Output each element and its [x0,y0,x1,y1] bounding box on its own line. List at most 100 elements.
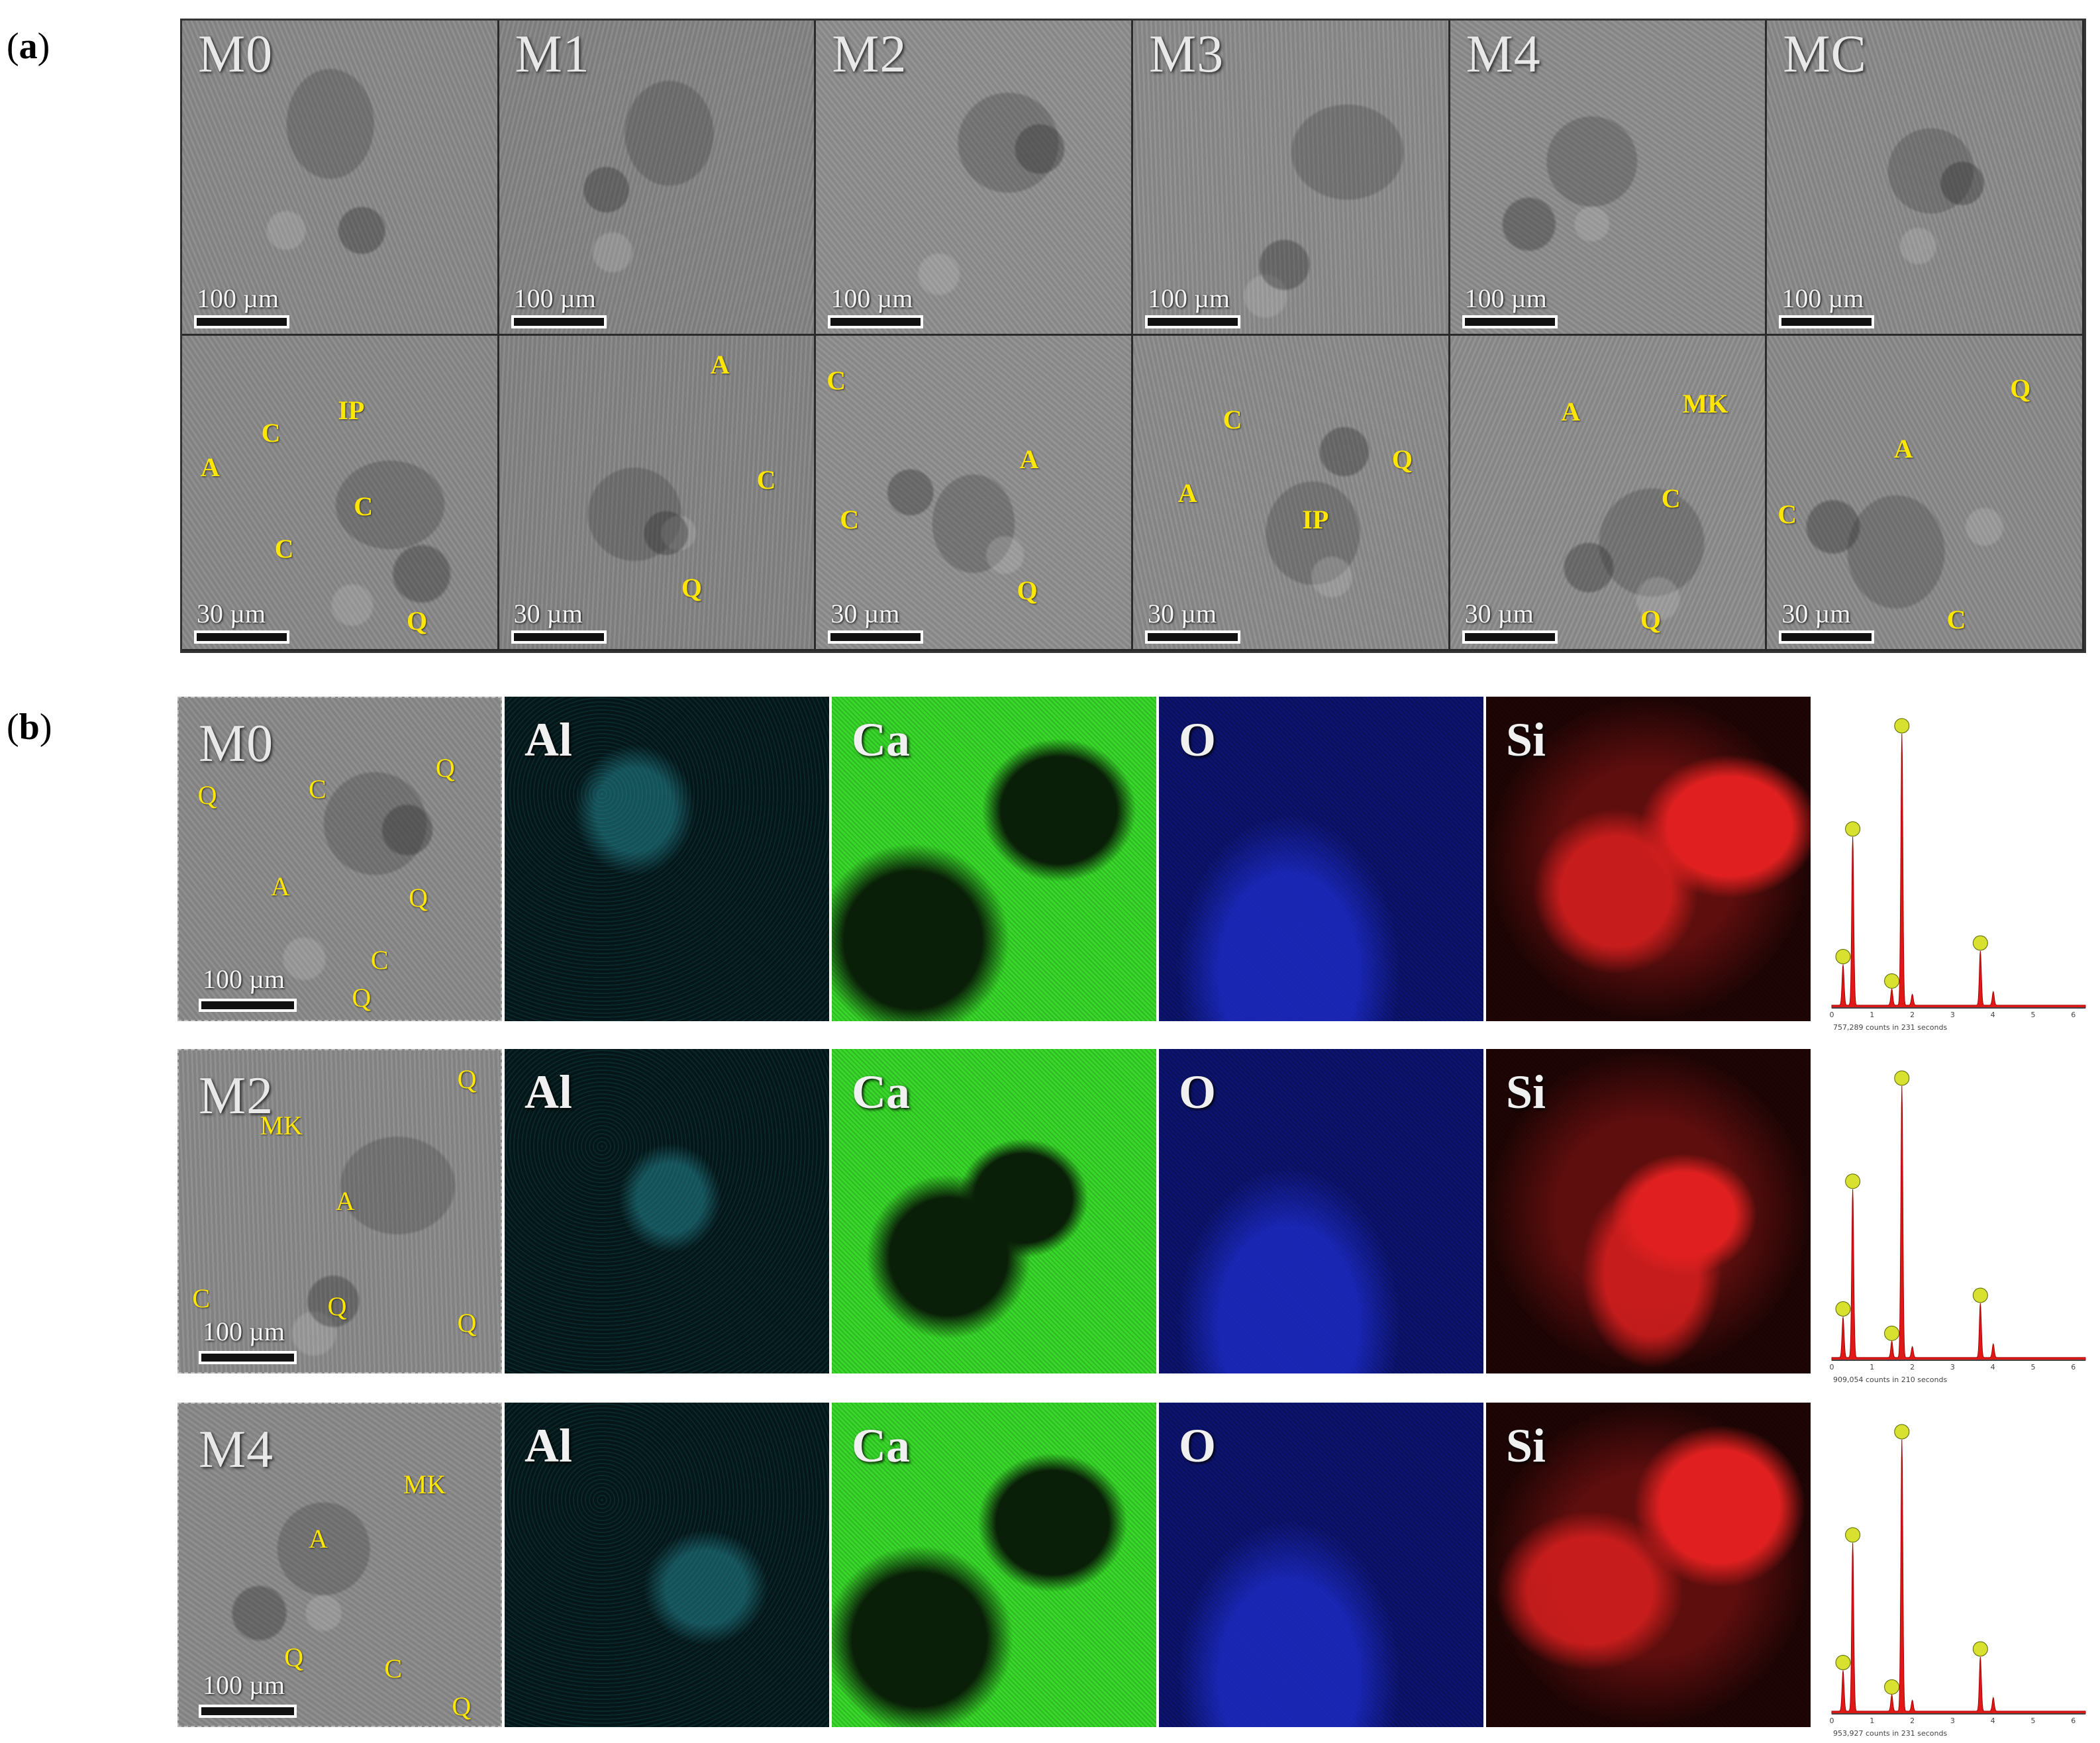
phase-label: C [274,533,294,564]
sample-title: M2 [199,1067,274,1125]
sample-title: MC [1783,25,1867,83]
spectrum-curve [1831,1439,2086,1715]
element-map-ca: Ca [832,697,1156,1021]
sample-title: M4 [1466,25,1541,83]
phase-label: C [840,504,860,534]
phase-label: A [309,1523,328,1554]
element-label: Ca [852,1066,910,1119]
spectrum-tick-label: 0 [1830,1717,1834,1725]
spectrum-tick-label: 1 [1870,1717,1874,1725]
sample-title: M3 [1149,25,1225,83]
phase-label: Q [1391,444,1413,474]
sem-image-detail: 30 µm A MK C Q [1450,336,1768,651]
scale-bar-label: 100 µm [830,283,913,313]
sample-title: M2 [832,25,907,83]
scale-bar [1779,315,1875,328]
scale-bar [1145,630,1240,644]
element-label: Al [525,713,572,766]
phase-label: C [261,417,281,448]
phase-label: MK [1682,389,1728,419]
phase-label: C [1661,483,1681,514]
scale-bar [194,630,289,644]
phase-label: C [1946,604,1966,634]
phase-label: A [200,452,220,482]
scale-bar [199,1705,297,1718]
phase-label: Q [284,1642,304,1673]
peak-marker [1972,1641,1988,1657]
counts-caption: 953,927 counts in 231 seconds [1833,1729,1948,1738]
sem-image-overview: M0 100 µm [182,21,499,336]
phase-label: C [354,491,374,522]
element-label: Al [525,1419,572,1472]
phase-label: IP [338,395,365,426]
sample-title: M4 [199,1420,274,1479]
phase-label: Q [2010,373,2031,403]
scale-bar [194,315,289,328]
element-label: O [1179,713,1217,766]
element-label: Si [1506,1419,1546,1472]
spectrum-tick-label: 6 [2071,1717,2075,1725]
phase-label: A [1019,444,1039,474]
scale-bar [828,630,924,644]
scale-bar [1462,315,1558,328]
phase-label: A [710,349,730,379]
scale-bar-label: 100 µm [1464,283,1547,313]
spectrum-tick-label: 2 [1910,1363,1915,1371]
element-map-o: O [1159,1049,1483,1373]
sem-image-detail: 30 µm C IP A C C Q [182,336,499,651]
eds-spectrum: 0 1 2 3 4 5 6 909,054 counts in 210 seconds [1826,1049,2091,1384]
spectrum-plot: 0 1 2 3 4 5 6 [1830,718,2086,1019]
phase-label: A [1561,397,1581,427]
spectrum-plot: 0 1 2 3 4 5 6 [1830,1424,2086,1725]
peak-marker [1894,1070,1910,1086]
element-map-ca: Ca [832,1049,1156,1373]
scale-bar [511,630,607,644]
scale-bar-label: 100 µm [513,283,596,313]
sem-image-detail: 30 µm Q A C C [1767,336,2084,651]
element-label: O [1179,1066,1217,1119]
phase-label: C [1223,405,1242,435]
peak-marker [1835,1655,1851,1670]
eds-sem-image: M4 MK A Q C Q 100 µm [177,1403,502,1727]
panel-b-letter: (b) [7,707,52,748]
eds-sem-image: M2 Q MK A C Q Q 100 µm [177,1049,502,1373]
spectrum-curve [1831,733,2086,1009]
scale-bar-label: 100 µm [203,964,285,994]
spectrum-tick-label: 4 [1991,1011,1995,1019]
peak-marker [1845,1527,1861,1543]
phase-label: A [1893,433,1913,464]
phase-label: C [826,365,846,395]
element-label: O [1179,1419,1217,1472]
phase-label: Q [352,982,372,1013]
eds-sem-image: M0 Q Q C A Q C Q 100 µm [177,697,502,1021]
phase-label: C [309,774,326,805]
scale-bar-label: 30 µm [197,599,266,628]
sem-image-detail: 30 µm C A C Q [816,336,1133,651]
spectrum-tick-label: 5 [2030,1011,2035,1019]
peak-marker [1894,1424,1910,1440]
spectrum-tick-label: 0 [1830,1011,1834,1019]
scale-bar-label: 30 µm [1148,599,1217,628]
scale-bar [1145,315,1240,328]
spectrum-tick-label: 0 [1830,1363,1834,1371]
spectrum-tick-label: 5 [2030,1717,2035,1725]
peak-marker [1894,718,1910,734]
spectrum-tick-label: 2 [1910,1011,1915,1019]
spectrum-tick-label: 3 [1950,1717,1955,1725]
peak-marker [1972,1287,1988,1303]
sem-image-overview: M1 100 µm [499,21,817,336]
phase-label: Q [681,573,702,603]
scale-bar [828,315,924,328]
phase-label: MK [403,1469,446,1499]
spectrum-tick-label: 2 [1910,1717,1915,1725]
peak-marker [1972,935,1988,951]
scale-bar-label: 100 µm [1781,283,1864,313]
phase-label: Q [457,1064,477,1095]
scale-bar-label: 30 µm [830,599,900,628]
peak-marker [1835,1301,1851,1317]
element-map-al: Al [505,1049,829,1373]
element-map-si: Si [1486,1403,1811,1727]
spectrum-tick-label: 3 [1950,1011,1955,1019]
phase-label: Q [435,752,455,783]
scale-bar-label: 100 µm [203,1670,285,1700]
